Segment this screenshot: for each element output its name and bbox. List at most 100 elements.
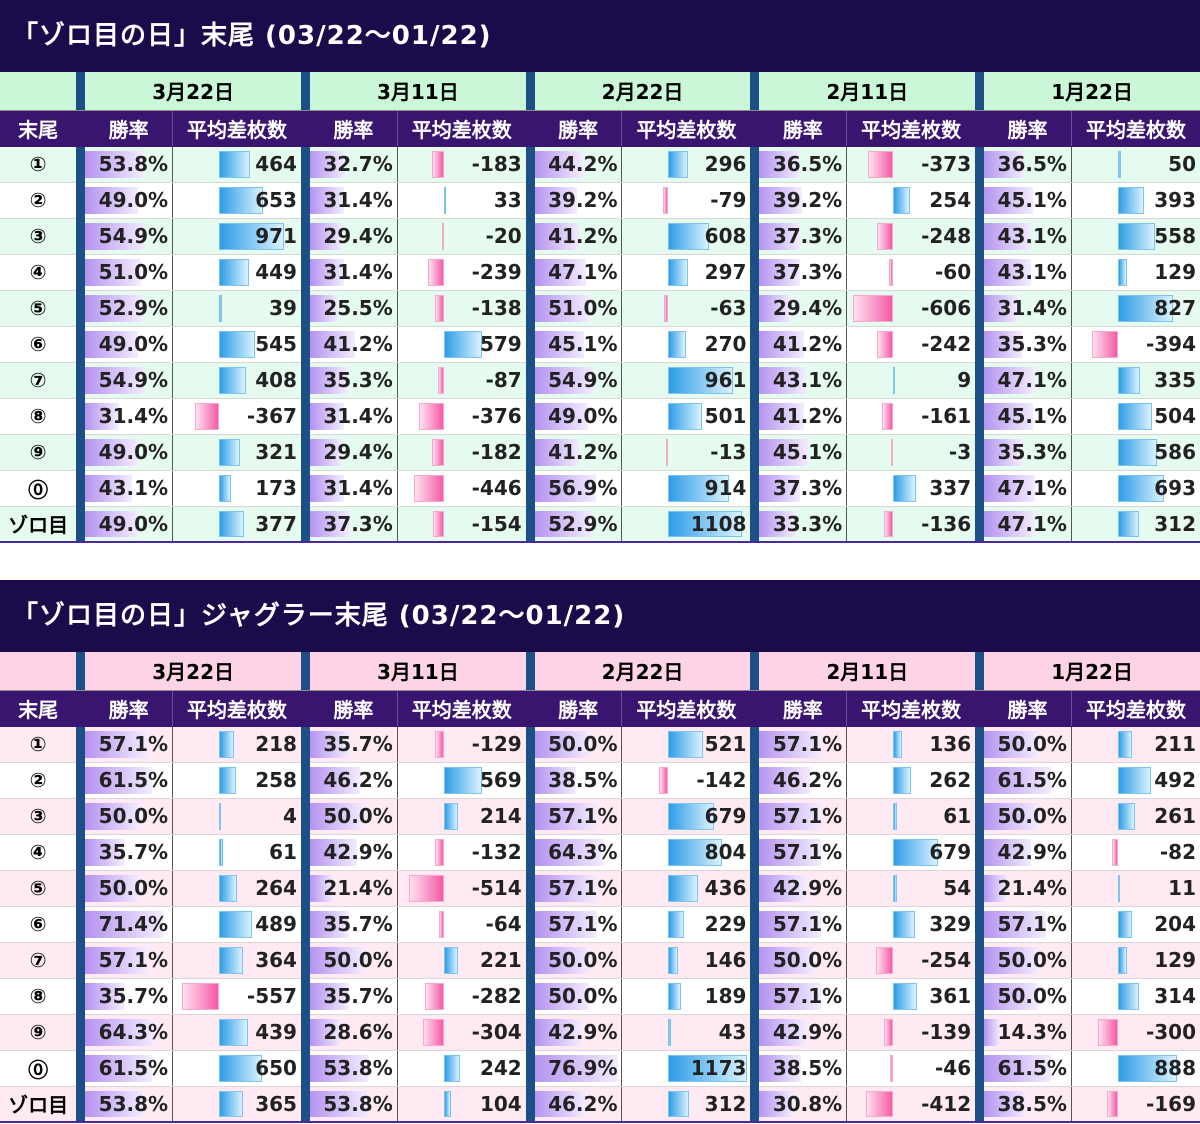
avg-diff-cell: 329	[846, 906, 976, 943]
avg-diff-cell: 650	[172, 1050, 301, 1087]
win-rate-bar	[759, 222, 800, 250]
win-rate-cell: 42.9%	[759, 870, 847, 907]
win-rate-value: 42.9%	[548, 1019, 618, 1044]
row-label: ②	[0, 762, 77, 799]
avg-diff-value: 218	[255, 731, 297, 756]
win-rate-value: 50.0%	[548, 731, 618, 756]
win-rate-bar	[309, 802, 365, 830]
win-rate-value: 61.5%	[98, 767, 169, 792]
win-rate-bar	[759, 186, 802, 214]
win-rate-bar	[309, 510, 351, 537]
win-rate-value: 57.1%	[772, 731, 843, 756]
win-rate-bar	[309, 402, 345, 430]
avg-diff-cell: -300	[1070, 1014, 1200, 1051]
avg-diff-cell: 888	[1070, 1050, 1200, 1087]
column-separator	[975, 1014, 985, 1050]
win-rate-value: 38.5%	[772, 1055, 843, 1080]
win-rate-bar	[309, 366, 349, 394]
date-header: 3月11日	[309, 72, 526, 111]
avg-diff-value: 173	[255, 475, 297, 500]
column-separator	[300, 182, 310, 218]
avg-diff-cell: 214	[396, 798, 526, 835]
positive-diff-bar	[219, 910, 252, 938]
avg-diff-cell: -254	[846, 942, 976, 979]
win-rate-cell: 31.4%	[309, 182, 398, 219]
win-rate-bar	[759, 258, 800, 286]
avg-diff-value: 33	[493, 187, 522, 212]
avg-diff-value: 43	[718, 1019, 747, 1044]
win-rate-bar	[309, 946, 365, 974]
win-rate-cell: 21.4%	[309, 870, 398, 907]
win-rate-cell: 50.0%	[984, 726, 1072, 763]
avg-diff-cell: 558	[1070, 218, 1200, 255]
win-rate-cell: 41.2%	[534, 434, 622, 471]
avg-diff-cell: -79	[621, 182, 751, 219]
avg-diff-header: 平均差枚数	[621, 690, 751, 727]
avg-diff-value: 653	[255, 187, 297, 212]
win-rate-bar	[534, 730, 589, 758]
positive-diff-bar	[668, 982, 682, 1010]
avg-diff-cell: 504	[1070, 398, 1200, 435]
table-row: ゾロ目 49.0% 377 37.3% -154 52.9% 1108 33.3% -136 47…	[0, 506, 1200, 543]
win-rate-cell: 61.5%	[85, 1050, 173, 1087]
column-separator	[975, 798, 985, 834]
avg-diff-cell: 218	[172, 726, 301, 763]
win-rate-value: 39.2%	[548, 187, 618, 212]
positive-diff-bar	[668, 402, 702, 430]
avg-diff-value: -254	[921, 947, 972, 972]
table-row: ① 57.1% 218 35.7% -129 50.0% 521 57.1% 136 50.0% 2…	[0, 726, 1200, 763]
table-row: ⑤ 50.0% 264 21.4% -514 57.1% 436 42.9% 54 21.4% 11	[0, 870, 1200, 907]
avg-diff-cell: 43	[621, 1014, 751, 1051]
column-separator	[750, 434, 760, 470]
win-rate-cell: 50.0%	[85, 870, 173, 907]
row-label: ②	[0, 182, 77, 219]
positive-diff-bar	[893, 874, 897, 902]
win-rate-cell: 57.1%	[759, 798, 847, 835]
avg-diff-cell: 204	[1070, 906, 1200, 943]
avg-diff-value: 136	[929, 731, 972, 756]
win-rate-value: 14.3%	[997, 1019, 1067, 1044]
avg-diff-value: 270	[704, 331, 747, 356]
win-rate-value: 53.8%	[98, 151, 169, 176]
win-rate-cell: 35.7%	[309, 726, 398, 763]
win-rate-cell: 53.8%	[309, 1050, 398, 1087]
column-separator	[750, 1050, 760, 1086]
win-rate-value: 35.7%	[323, 983, 393, 1008]
avg-diff-value: 335	[1154, 367, 1196, 392]
column-separator	[76, 690, 86, 727]
avg-diff-value: 1173	[690, 1055, 747, 1080]
win-rate-cell: 41.2%	[534, 218, 622, 255]
win-rate-value: 25.5%	[323, 295, 393, 320]
win-rate-value: 37.3%	[772, 475, 843, 500]
column-separator	[525, 72, 535, 111]
avg-diff-cell: -161	[846, 398, 976, 435]
negative-diff-bar	[437, 366, 444, 394]
win-rate-value: 42.9%	[323, 839, 393, 864]
positive-diff-bar	[668, 838, 723, 866]
negative-diff-bar	[434, 294, 444, 322]
win-rate-cell: 53.8%	[85, 146, 173, 183]
win-rate-cell: 57.1%	[984, 906, 1072, 943]
win-rate-value: 39.2%	[772, 187, 843, 212]
avg-diff-header: 平均差枚数	[621, 110, 751, 147]
positive-diff-bar	[668, 258, 689, 286]
column-separator	[300, 254, 310, 290]
avg-diff-cell: 221	[396, 942, 526, 979]
win-rate-value: 31.4%	[323, 187, 393, 212]
win-rate-bar	[759, 438, 809, 466]
win-rate-header: 勝率	[85, 110, 173, 147]
avg-diff-value: 827	[1154, 295, 1196, 320]
avg-diff-value: 11	[1168, 875, 1196, 900]
column-separator	[300, 1086, 310, 1123]
avg-diff-value: -60	[934, 259, 972, 284]
negative-diff-bar	[434, 838, 444, 866]
positive-diff-bar	[219, 330, 256, 358]
table-row: ⑧ 35.7% -557 35.7% -282 50.0% 189 57.1% 361 50.0%…	[0, 978, 1200, 1015]
win-rate-value: 28.6%	[323, 1019, 393, 1044]
avg-diff-cell: 50	[1070, 146, 1200, 183]
column-separator	[525, 290, 535, 326]
win-rate-value: 41.2%	[323, 331, 393, 356]
column-separator	[76, 726, 86, 762]
win-rate-cell: 28.6%	[309, 1014, 398, 1051]
win-rate-value: 57.1%	[772, 983, 843, 1008]
